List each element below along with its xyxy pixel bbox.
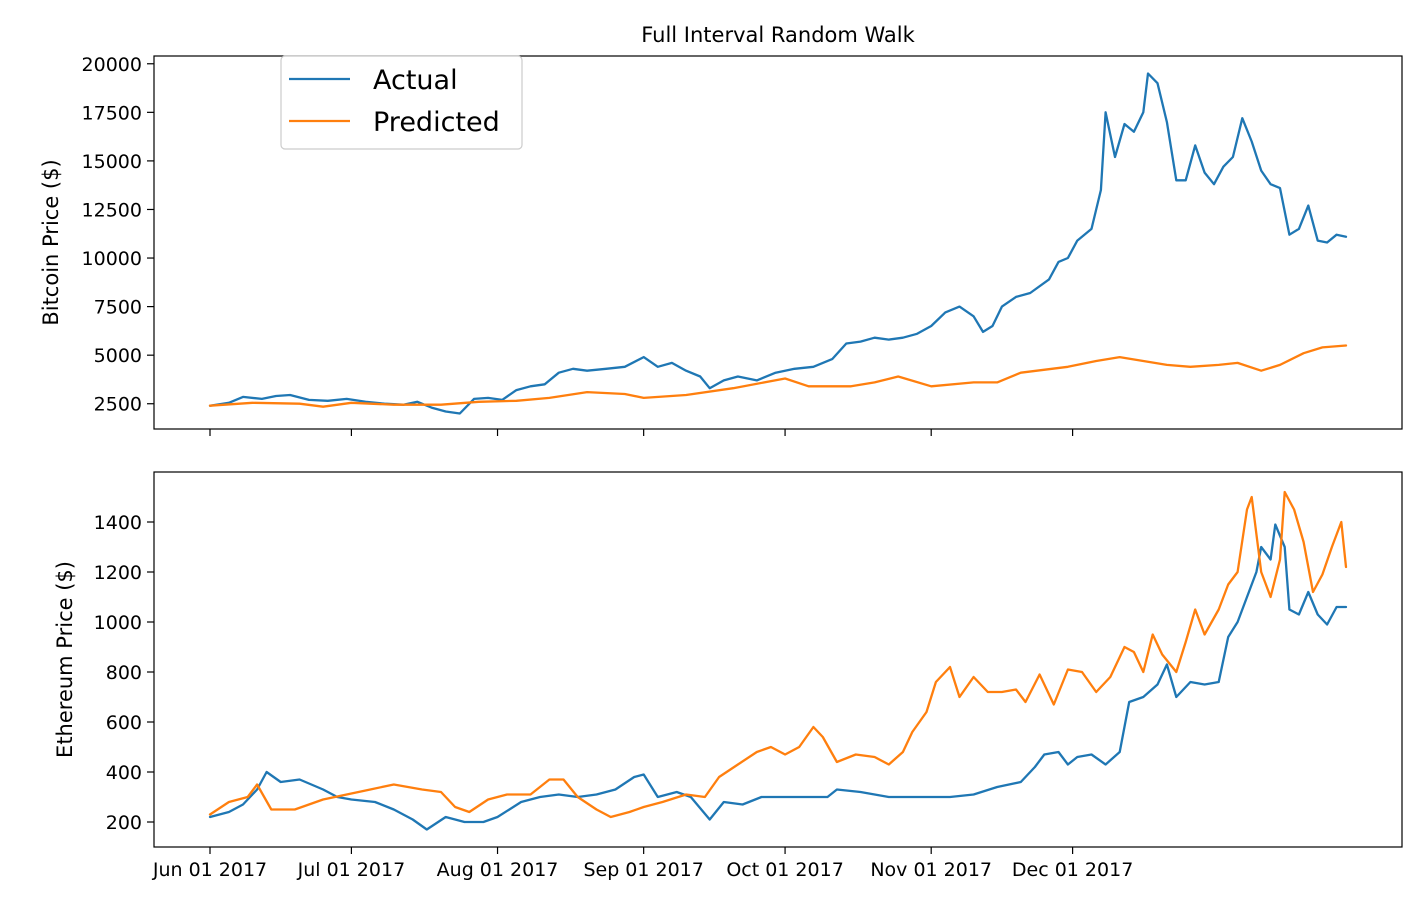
- panel-layer: 2500 5000 7500 10000 12500 15000 17500 20000 Bit…: [39, 54, 1403, 881]
- y-tick-label: 200: [106, 812, 142, 834]
- y-axis-label: Bitcoin Price ($): [39, 159, 63, 325]
- series-line-predicted: [208, 490, 1348, 819]
- plot-frame: [153, 55, 1403, 430]
- x-tick-label: Oct 01 2017: [726, 859, 843, 881]
- x-tick-label: Nov 01 2017: [870, 859, 992, 881]
- y-tick-label: 1200: [94, 562, 142, 584]
- y-tick-label: 5000: [94, 345, 142, 367]
- y-tick-label: 12500: [82, 199, 142, 221]
- y-tick-label: 400: [106, 762, 142, 784]
- y-tick-label: 600: [106, 712, 142, 734]
- y-tick-label: 800: [106, 662, 142, 684]
- panel-ethereum: 200 400 600 800 1000 1200 1400 Jun 01 2017 Jul 0…: [53, 471, 1403, 881]
- x-tick-label: Dec 01 2017: [1012, 859, 1133, 881]
- series-line-actual: [208, 523, 1348, 831]
- y-tick-label: 17500: [82, 102, 142, 124]
- legend-label-actual: Actual: [373, 65, 458, 96]
- y-tick-label: 7500: [94, 297, 142, 319]
- y-tick-label: 1000: [94, 612, 142, 634]
- y-axis-label: Ethereum Price ($): [53, 561, 77, 758]
- y-tick-label: 1400: [94, 512, 142, 534]
- x-tick-label: Jun 01 2017: [152, 859, 267, 881]
- x-tick-label: Aug 01 2017: [437, 859, 559, 881]
- series-line-actual: [208, 72, 1348, 415]
- y-tick-label: 10000: [82, 248, 142, 270]
- x-tick-label: Jul 01 2017: [297, 859, 406, 881]
- legend: Actual Predicted: [280, 55, 523, 150]
- chart-title: Full Interval Random Walk: [641, 23, 915, 47]
- plot-frame: [153, 471, 1403, 848]
- y-tick-label: 15000: [82, 151, 142, 173]
- legend-label-predicted: Predicted: [373, 107, 500, 138]
- panel-bitcoin: 2500 5000 7500 10000 12500 15000 17500 20000 Bit…: [39, 54, 1403, 436]
- y-tick-label: 2500: [94, 394, 142, 416]
- x-tick-label: Sep 01 2017: [583, 859, 703, 881]
- y-tick-label: 20000: [82, 54, 142, 76]
- series-line-predicted: [208, 344, 1348, 408]
